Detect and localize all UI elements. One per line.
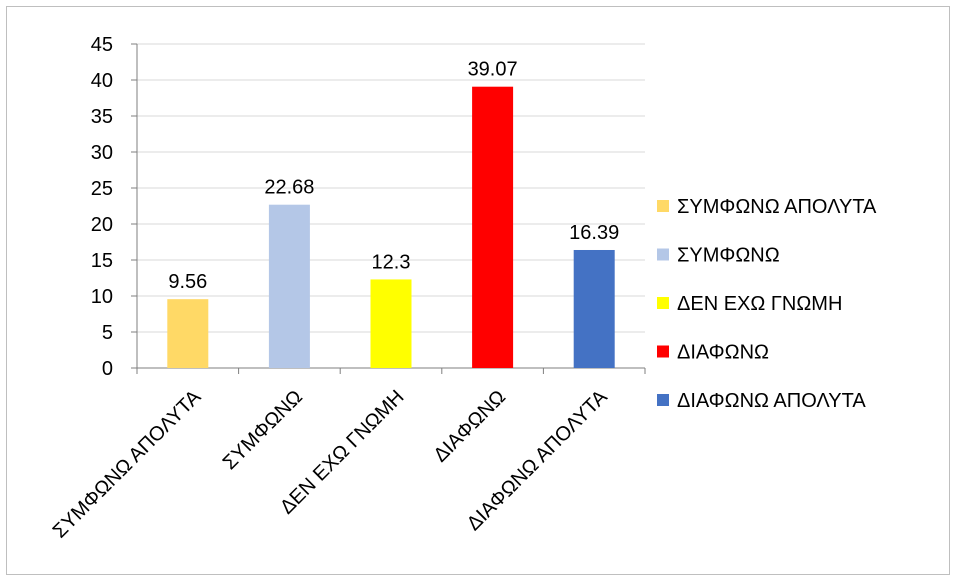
data-label: 16.39: [569, 222, 619, 244]
data-label: 39.07: [468, 59, 518, 81]
y-tick-label: 35: [91, 106, 113, 128]
y-tick-label: 40: [91, 70, 113, 92]
y-tick-label: 15: [91, 250, 113, 272]
y-tick-label: 25: [91, 178, 113, 200]
legend-swatch: [657, 297, 669, 309]
data-label: 22.68: [264, 177, 314, 199]
legend: ΣΥΜΦΩΝΩ ΑΠΟΛΥΤΑ ΣΥΜΦΩΝΩ ΔΕΝ ΕΧΩ ΓΝΩΜΗ ΔΙΑΦΩ…: [657, 196, 877, 412]
legend-label: ΔΙΑΦΩΝΩ ΑΠΟΛΥΤΑ: [677, 390, 866, 412]
bar: [268, 204, 310, 368]
data-label: 9.56: [168, 271, 207, 293]
legend-swatch: [657, 345, 669, 358]
legend-label: ΣΥΜΦΩΝΩ ΑΠΟΛΥΤΑ: [677, 196, 877, 218]
legend-swatch: [657, 200, 669, 212]
y-tick-labels: 0 5 10 15 20 25 30 35 40 45: [91, 34, 113, 380]
y-tick-label: 30: [91, 142, 113, 164]
legend-swatch: [657, 248, 669, 261]
legend-label: ΔΕΝ ΕΧΩ ΓΝΩΜΗ: [677, 293, 842, 315]
bar: [370, 279, 412, 368]
x-tick-label: ΣΥΜΦΩΝΩ ΑΠΟΛΥΤΑ: [49, 386, 206, 543]
gridlines: [137, 43, 645, 333]
legend-swatch: [657, 394, 669, 406]
bar: [573, 249, 615, 368]
bars: [167, 86, 615, 369]
legend-label: ΔΙΑΦΩΝΩ: [677, 342, 769, 364]
bar: [472, 86, 514, 369]
y-tick-label: 45: [91, 34, 113, 56]
data-label: 12.3: [372, 251, 411, 273]
x-tick-label: ΔΙΑΦΩΝΩ: [430, 386, 511, 467]
y-tick-label: 5: [102, 322, 113, 344]
y-tick-label: 10: [91, 286, 113, 308]
y-tick-label: 20: [91, 214, 113, 236]
x-tick-label: ΣΥΜΦΩΝΩ: [219, 386, 307, 474]
legend-label: ΣΥΜΦΩΝΩ: [677, 245, 780, 267]
data-labels: 9.56 22.68 12.3 39.07 16.39: [168, 59, 619, 293]
y-tick-label: 0: [102, 358, 113, 380]
bar: [167, 299, 209, 368]
